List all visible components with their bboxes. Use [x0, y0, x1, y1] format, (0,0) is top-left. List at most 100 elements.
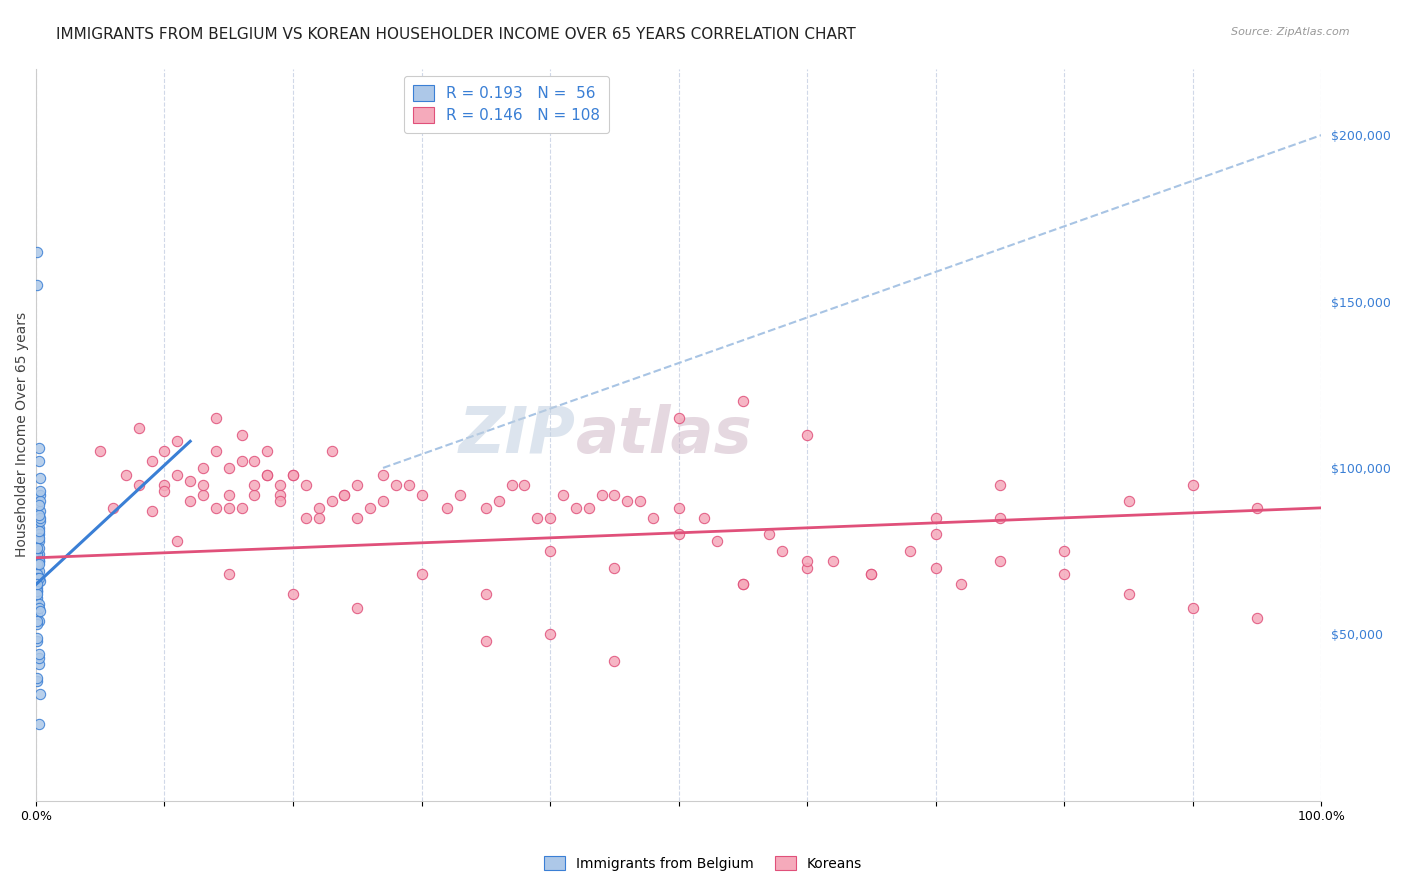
Point: [27, 534, 49, 549]
Point: [526, 511, 548, 525]
Point: [25, 548, 48, 562]
Point: [231, 454, 253, 468]
Point: [25, 541, 48, 555]
Point: [551, 487, 574, 501]
Point: [758, 527, 780, 541]
Point: [988, 477, 1011, 491]
Point: [475, 500, 498, 515]
Point: [25, 277, 48, 292]
Point: [179, 494, 201, 508]
Point: [28, 494, 51, 508]
Point: [295, 511, 318, 525]
Point: [628, 494, 651, 508]
Point: [538, 511, 561, 525]
Point: [925, 561, 948, 575]
Point: [770, 544, 793, 558]
Point: [191, 487, 214, 501]
Point: [1118, 494, 1140, 508]
Point: [25, 673, 48, 688]
Point: [371, 494, 394, 508]
Point: [205, 411, 228, 425]
Legend: R = 0.193   N =  56, R = 0.146   N = 108: R = 0.193 N = 56, R = 0.146 N = 108: [404, 76, 609, 133]
Point: [860, 567, 883, 582]
Point: [153, 444, 176, 458]
Point: [578, 500, 600, 515]
Point: [166, 434, 188, 449]
Point: [668, 527, 690, 541]
Point: [27, 598, 49, 612]
Point: [796, 554, 818, 568]
Point: [141, 504, 163, 518]
Text: IMMIGRANTS FROM BELGIUM VS KOREAN HOUSEHOLDER INCOME OVER 65 YEARS CORRELATION C: IMMIGRANTS FROM BELGIUM VS KOREAN HOUSEH…: [56, 27, 856, 42]
Text: atlas: atlas: [576, 404, 752, 466]
Point: [281, 467, 304, 482]
Point: [898, 544, 921, 558]
Legend: Immigrants from Belgium, Koreans: Immigrants from Belgium, Koreans: [538, 850, 868, 876]
Point: [243, 487, 266, 501]
Point: [25, 571, 48, 585]
Point: [166, 467, 188, 482]
Point: [25, 617, 48, 632]
Point: [141, 454, 163, 468]
Point: [925, 527, 948, 541]
Point: [295, 477, 318, 491]
Point: [27, 558, 49, 572]
Point: [28, 504, 51, 518]
Point: [153, 484, 176, 499]
Point: [191, 477, 214, 491]
Point: [731, 577, 754, 591]
Point: [25, 584, 48, 599]
Point: [25, 567, 48, 582]
Point: [28, 487, 51, 501]
Point: [950, 577, 973, 591]
Text: ZIP: ZIP: [458, 404, 576, 466]
Point: [475, 587, 498, 601]
Point: [925, 511, 948, 525]
Point: [385, 477, 408, 491]
Point: [179, 475, 201, 489]
Point: [101, 500, 124, 515]
Y-axis label: Householder Income Over 65 years: Householder Income Over 65 years: [15, 312, 30, 558]
Point: [488, 494, 510, 508]
Point: [218, 567, 240, 582]
Point: [321, 494, 343, 508]
Point: [25, 564, 48, 578]
Point: [641, 511, 664, 525]
Point: [1053, 544, 1076, 558]
Point: [28, 511, 51, 525]
Point: [1181, 600, 1204, 615]
Point: [1246, 610, 1268, 624]
Point: [28, 514, 51, 528]
Point: [256, 467, 278, 482]
Point: [333, 487, 356, 501]
Point: [1118, 587, 1140, 601]
Point: [28, 574, 51, 588]
Point: [25, 614, 48, 628]
Point: [25, 634, 48, 648]
Point: [616, 494, 638, 508]
Point: [25, 607, 48, 622]
Point: [269, 494, 291, 508]
Point: [668, 411, 690, 425]
Point: [256, 467, 278, 482]
Point: [28, 604, 51, 618]
Point: [27, 527, 49, 541]
Point: [27, 717, 49, 731]
Point: [668, 500, 690, 515]
Point: [27, 498, 49, 512]
Point: [538, 627, 561, 641]
Point: [346, 511, 368, 525]
Point: [821, 554, 844, 568]
Point: [25, 587, 48, 601]
Point: [346, 477, 368, 491]
Point: [731, 394, 754, 409]
Point: [27, 541, 49, 555]
Point: [89, 444, 111, 458]
Point: [565, 500, 588, 515]
Point: [128, 421, 150, 435]
Point: [27, 521, 49, 535]
Point: [27, 524, 49, 538]
Point: [25, 671, 48, 685]
Point: [308, 511, 330, 525]
Point: [860, 567, 883, 582]
